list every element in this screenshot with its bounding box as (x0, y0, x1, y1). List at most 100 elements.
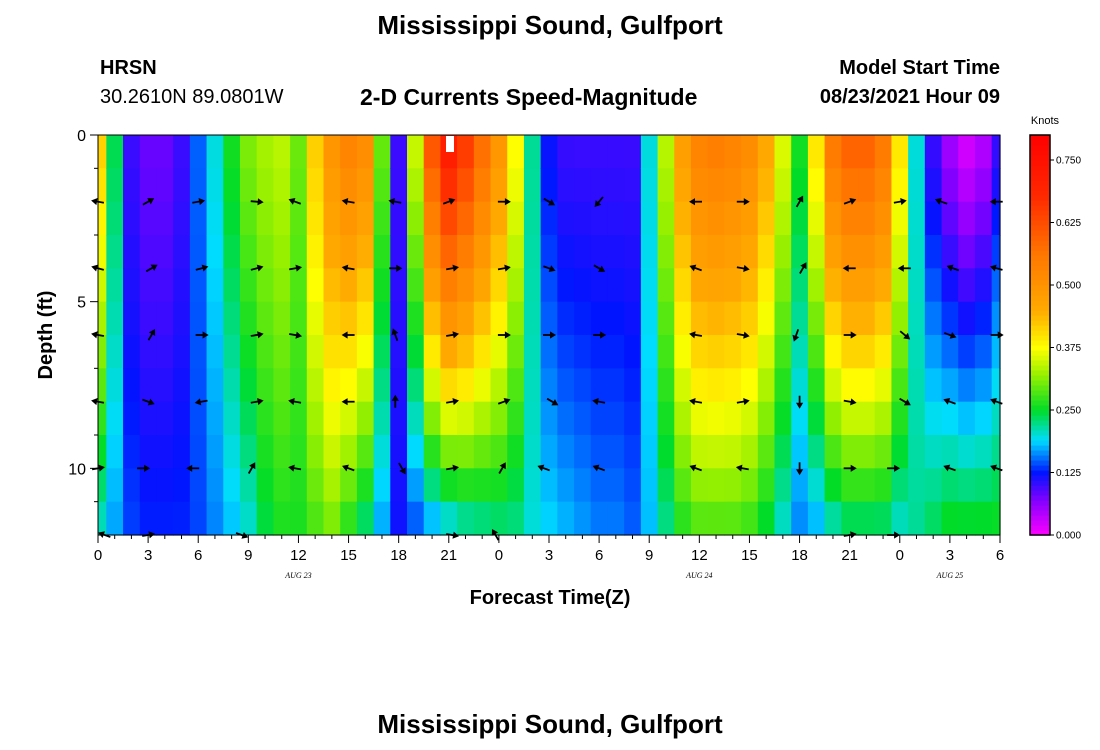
heatmap-cell (590, 501, 609, 536)
heatmap-cell (407, 201, 425, 236)
heatmap-cell (507, 268, 525, 303)
heatmap-cell (223, 201, 241, 236)
heatmap-cell (841, 268, 859, 303)
heatmap-cell (239, 201, 258, 236)
model-start-time: 08/23/2021 Hour 09 (819, 86, 1000, 108)
heatmap-cell (239, 335, 258, 369)
heatmap-cell (223, 235, 241, 269)
heatmap-cell (640, 368, 659, 403)
heatmap-cell (290, 135, 308, 169)
heatmap-cell (423, 268, 442, 303)
heatmap-cell (323, 201, 341, 236)
heatmap-cell (423, 301, 442, 336)
heatmap-cell (189, 435, 208, 469)
colorbar-step (1030, 285, 1050, 291)
heatmap-cell (323, 501, 341, 536)
heatmap-cell (657, 268, 675, 303)
colorbar-step (1030, 345, 1050, 351)
current-arrow (842, 264, 856, 272)
heatmap-cell (924, 435, 943, 469)
heatmap-cell (741, 135, 759, 169)
heatmap-cell (139, 268, 158, 303)
heatmap-cell (173, 335, 191, 369)
colorbar-step (1030, 340, 1050, 346)
heatmap-cell (991, 135, 1001, 169)
heatmap-cell (123, 268, 141, 303)
colorbar-step (1030, 460, 1050, 466)
colorbar-step (1030, 160, 1050, 166)
heatmap-cell (807, 501, 826, 536)
heatmap-cell (356, 401, 375, 436)
heatmap-cell (891, 268, 909, 303)
current-arrow (990, 464, 1003, 472)
heatmap-cell (908, 201, 926, 236)
heatmap-cell (624, 401, 642, 436)
y-tick-label: 0 (77, 128, 86, 145)
arrow-head (990, 464, 997, 472)
heatmap-cell (473, 368, 492, 403)
heatmap-cell (807, 135, 826, 169)
heatmap-cell (707, 468, 725, 503)
heatmap-cell (273, 368, 291, 403)
heatmap-cell (123, 135, 141, 169)
heatmap-cell (824, 301, 842, 336)
heatmap-cell (373, 401, 391, 436)
heatmap-cell (540, 235, 558, 269)
colorbar-step (1030, 360, 1050, 366)
heatmap-cell (223, 435, 241, 469)
heatmap-cell (924, 268, 943, 303)
current-arrow (689, 198, 702, 206)
colorbar-step (1030, 510, 1050, 516)
heatmap-cell (373, 235, 391, 269)
heatmap-cell (941, 435, 959, 469)
colorbar-step (1030, 410, 1050, 416)
arrow-head (388, 197, 395, 206)
arrow-head (256, 264, 264, 272)
heatmap-cell (824, 335, 842, 369)
current-arrow (799, 262, 807, 274)
arrow-head (743, 198, 750, 206)
heatmap-cell (457, 435, 475, 469)
colorbar-step (1030, 530, 1050, 536)
heatmap-cell (423, 235, 442, 269)
heatmap-cell (106, 335, 124, 369)
heatmap-cell (674, 168, 692, 203)
heatmap-cell (607, 468, 625, 503)
heatmap-cell (423, 201, 442, 236)
heatmap-cell (908, 401, 926, 436)
heatmap-cell (356, 168, 375, 203)
heatmap-cell (323, 335, 341, 369)
heatmap-cell (640, 468, 659, 503)
heatmap-cell (239, 368, 258, 403)
heatmap-cell (106, 401, 124, 436)
arrow-head (295, 331, 302, 339)
heatmap-cell (991, 501, 1001, 536)
heatmap-cell (841, 135, 859, 169)
colorbar-step (1030, 520, 1050, 526)
y-tick-label: 5 (77, 295, 86, 312)
current-arrow (943, 397, 956, 405)
heatmap-cell (624, 468, 642, 503)
heatmap-cell (290, 468, 308, 503)
arrow-head (448, 197, 456, 205)
heatmap-cell (423, 501, 442, 536)
heatmap-cell (991, 368, 1001, 403)
heatmap-cell (858, 135, 876, 169)
heatmap-cell (891, 401, 909, 436)
arrow-head (894, 464, 901, 472)
heatmap-cell (156, 501, 174, 536)
heatmap-cell (707, 268, 725, 303)
colorbar-step (1030, 400, 1050, 406)
heatmap-cell (373, 468, 391, 503)
heatmap-cell (574, 168, 592, 203)
heatmap-cell (807, 168, 826, 203)
arrow-head (592, 464, 600, 472)
heatmap-cell (958, 468, 976, 503)
colorbar-step (1030, 270, 1050, 276)
heatmap-cell (156, 335, 174, 369)
heatmap-cell (423, 435, 442, 469)
heatmap-cell (139, 468, 158, 503)
heatmap-cell (774, 135, 792, 169)
colorbar-step (1030, 240, 1050, 246)
